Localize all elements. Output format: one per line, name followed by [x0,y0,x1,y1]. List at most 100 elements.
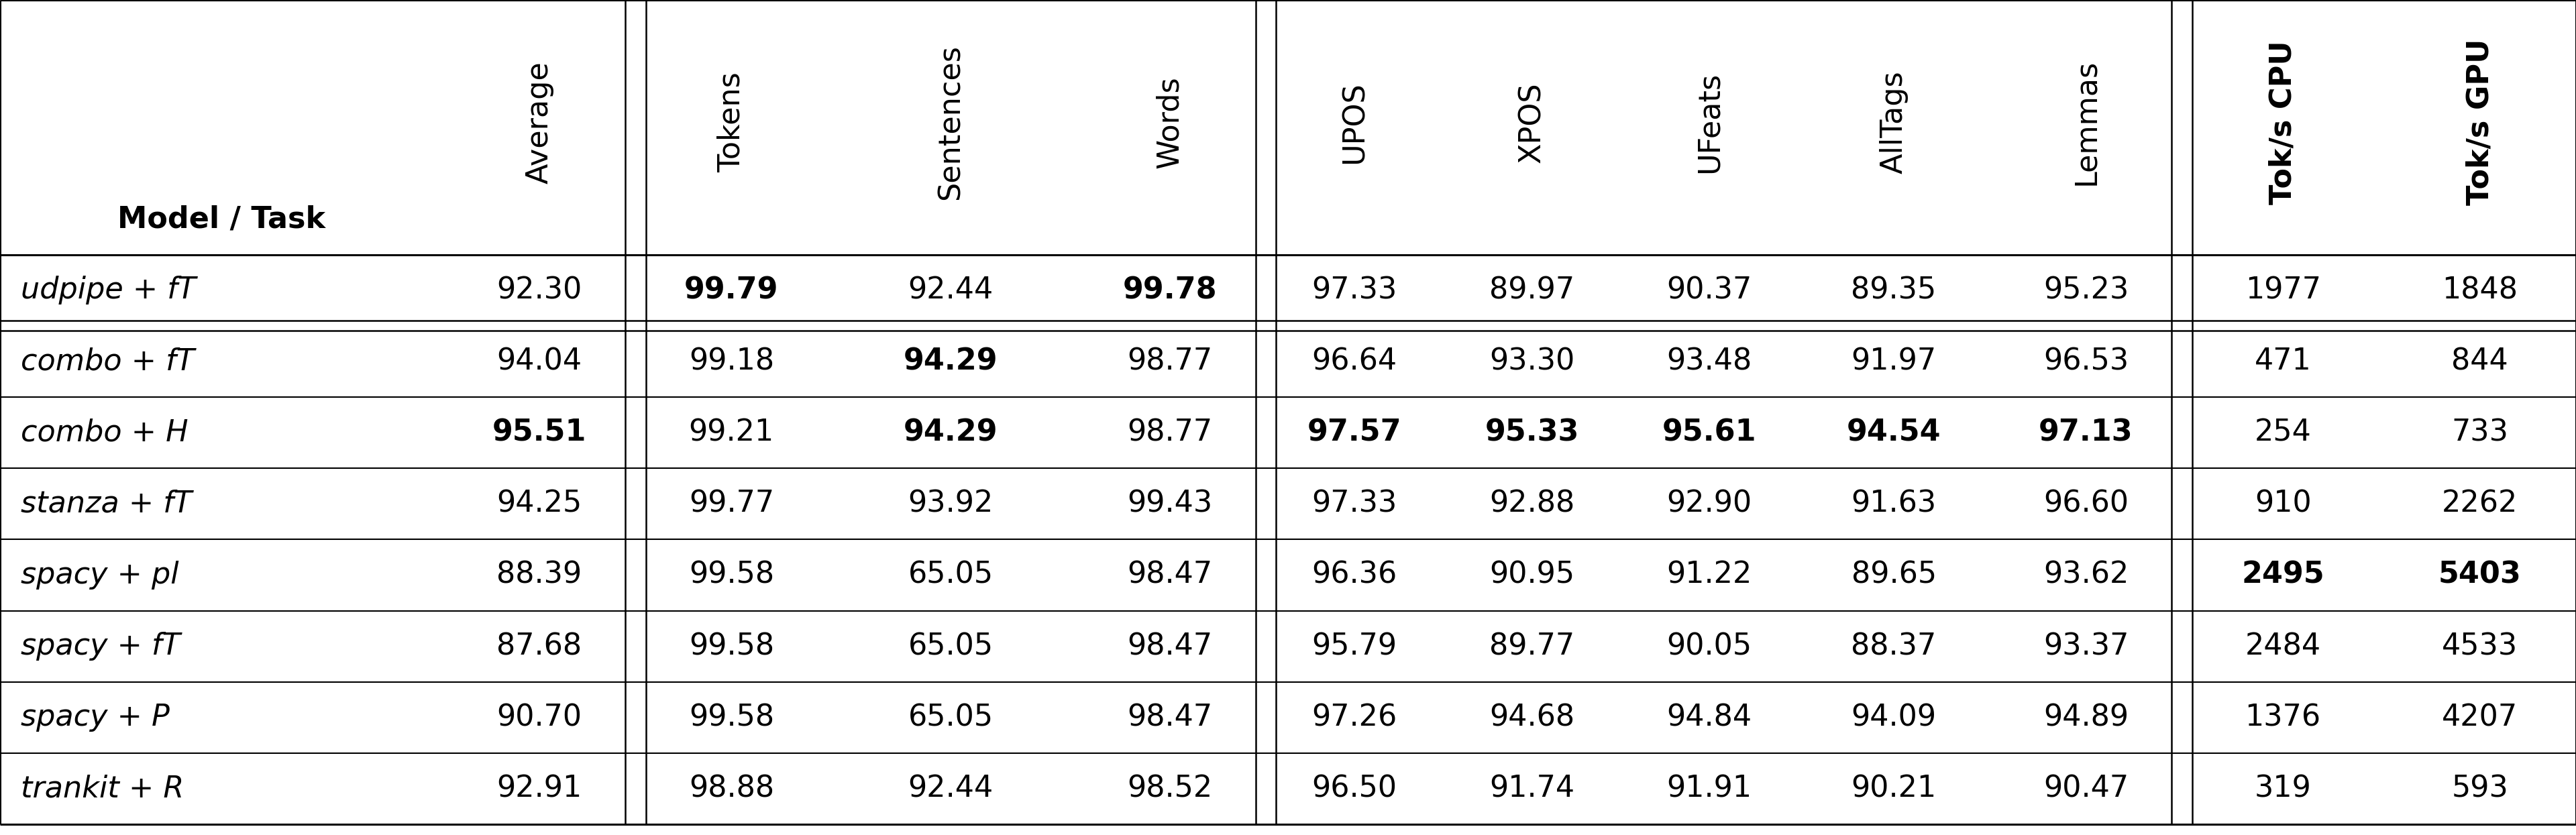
Text: 5403: 5403 [2439,560,2522,590]
Text: spacy + fT: spacy + fT [21,632,180,660]
Text: 1848: 1848 [2442,276,2517,305]
Text: 2495: 2495 [2241,560,2324,590]
Text: Model / Task: Model / Task [118,205,325,234]
Text: 97.33: 97.33 [1311,276,1396,305]
Text: 90.21: 90.21 [1852,774,1937,803]
Text: 4533: 4533 [2442,632,2517,660]
Text: 94.04: 94.04 [497,347,582,376]
Text: 88.39: 88.39 [497,560,582,590]
Text: 95.79: 95.79 [1311,632,1396,660]
Text: 94.09: 94.09 [1852,703,1937,732]
Text: 98.52: 98.52 [1128,774,1213,803]
Text: 99.78: 99.78 [1123,276,1216,305]
Text: trankit + R: trankit + R [21,774,183,803]
Text: Words: Words [1157,76,1185,169]
Text: UFeats: UFeats [1695,72,1723,173]
Text: 95.51: 95.51 [492,418,587,447]
Text: Tok/s CPU: Tok/s CPU [2269,40,2298,205]
Text: 97.33: 97.33 [1311,489,1396,519]
Text: 1376: 1376 [2246,703,2321,732]
Text: 90.47: 90.47 [2043,774,2128,803]
Text: 94.29: 94.29 [904,418,997,447]
Text: 90.05: 90.05 [1667,632,1752,660]
Text: 94.68: 94.68 [1489,703,1574,732]
Text: 96.60: 96.60 [2043,489,2128,519]
Text: 844: 844 [2452,347,2509,376]
Text: 96.36: 96.36 [1311,560,1396,590]
Text: 93.62: 93.62 [2043,560,2128,590]
Text: spacy + pl: spacy + pl [21,560,178,590]
Text: 98.77: 98.77 [1128,347,1213,376]
Text: 90.37: 90.37 [1667,276,1752,305]
Text: 99.58: 99.58 [688,703,773,732]
Text: 89.97: 89.97 [1489,276,1574,305]
Text: 90.70: 90.70 [497,703,582,732]
Text: 96.50: 96.50 [1311,774,1396,803]
Text: 93.30: 93.30 [1489,347,1574,376]
Text: combo + fT: combo + fT [21,347,193,376]
Text: 92.91: 92.91 [497,774,582,803]
Text: 88.37: 88.37 [1852,632,1937,660]
Text: 471: 471 [2254,347,2311,376]
Text: 90.95: 90.95 [1489,560,1574,590]
Text: 94.84: 94.84 [1667,703,1752,732]
Text: 99.77: 99.77 [688,489,773,519]
Text: Tokens: Tokens [716,72,747,173]
Text: AllTags: AllTags [1880,71,1909,174]
Text: 91.74: 91.74 [1489,774,1574,803]
Text: 96.53: 96.53 [2043,347,2128,376]
Text: Lemmas: Lemmas [2071,59,2099,185]
Text: 91.63: 91.63 [1852,489,1937,519]
Text: 92.44: 92.44 [907,774,994,803]
Text: 96.64: 96.64 [1311,347,1396,376]
Text: spacy + P: spacy + P [21,703,170,732]
Text: 98.77: 98.77 [1128,418,1213,447]
Text: 91.97: 91.97 [1852,347,1937,376]
Text: 99.21: 99.21 [688,418,775,447]
Text: 99.58: 99.58 [688,632,773,660]
Text: 94.29: 94.29 [904,347,997,376]
Text: 593: 593 [2452,774,2509,803]
Text: 910: 910 [2254,489,2311,519]
Text: 254: 254 [2254,418,2311,447]
Text: 65.05: 65.05 [907,703,994,732]
Text: 99.58: 99.58 [688,560,773,590]
Text: 99.43: 99.43 [1128,489,1213,519]
Text: combo + H: combo + H [21,418,188,447]
Text: 92.44: 92.44 [907,276,994,305]
Text: 1977: 1977 [2246,276,2321,305]
Text: 93.37: 93.37 [2043,632,2128,660]
Text: stanza + fT: stanza + fT [21,489,191,519]
Text: 92.30: 92.30 [497,276,582,305]
Text: XPOS: XPOS [1517,82,1546,163]
Text: 2262: 2262 [2442,489,2517,519]
Text: 93.48: 93.48 [1667,347,1752,376]
Text: 2484: 2484 [2246,632,2321,660]
Text: 95.61: 95.61 [1662,418,1757,447]
Text: 91.91: 91.91 [1667,774,1752,803]
Text: 319: 319 [2254,774,2311,803]
Text: UPOS: UPOS [1340,81,1368,164]
Text: 733: 733 [2452,418,2509,447]
Text: 65.05: 65.05 [907,632,994,660]
Text: 4207: 4207 [2442,703,2517,732]
Text: 98.47: 98.47 [1128,560,1213,590]
Text: 92.90: 92.90 [1667,489,1752,519]
Text: 99.18: 99.18 [688,347,773,376]
Text: 94.89: 94.89 [2043,703,2128,732]
Text: Average: Average [526,61,554,184]
Text: 98.88: 98.88 [688,774,773,803]
Text: 98.47: 98.47 [1128,632,1213,660]
Text: 97.57: 97.57 [1309,418,1401,447]
Text: 89.77: 89.77 [1489,632,1574,660]
Text: 93.92: 93.92 [907,489,994,519]
Text: 92.88: 92.88 [1489,489,1574,519]
Text: 95.33: 95.33 [1484,418,1579,447]
Text: 87.68: 87.68 [497,632,582,660]
Text: 99.79: 99.79 [685,276,778,305]
Text: udpipe + fT: udpipe + fT [21,276,196,305]
Text: 94.25: 94.25 [497,489,582,519]
Text: 91.22: 91.22 [1667,560,1752,590]
Text: 94.54: 94.54 [1847,418,1940,447]
Text: 89.35: 89.35 [1852,276,1937,305]
